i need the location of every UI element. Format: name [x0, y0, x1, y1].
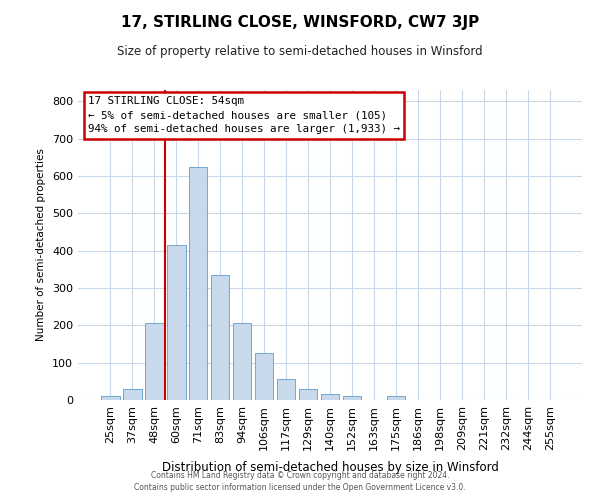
Bar [189, 166, 208, 400]
Bar [299, 389, 317, 400]
Bar [101, 396, 119, 400]
Text: Contains HM Land Registry data © Crown copyright and database right 2024.: Contains HM Land Registry data © Crown c… [151, 471, 449, 480]
Y-axis label: Number of semi-detached properties: Number of semi-detached properties [37, 148, 46, 342]
Text: 17, STIRLING CLOSE, WINSFORD, CW7 3JP: 17, STIRLING CLOSE, WINSFORD, CW7 3JP [121, 15, 479, 30]
Text: Size of property relative to semi-detached houses in Winsford: Size of property relative to semi-detach… [117, 45, 483, 58]
Bar [320, 394, 340, 400]
Bar [343, 396, 361, 400]
Bar [167, 245, 185, 400]
Bar [255, 354, 274, 400]
Bar [145, 324, 164, 400]
X-axis label: Distribution of semi-detached houses by size in Winsford: Distribution of semi-detached houses by … [161, 461, 499, 474]
Bar [277, 380, 295, 400]
Text: Contains public sector information licensed under the Open Government Licence v3: Contains public sector information licen… [134, 484, 466, 492]
Text: 17 STIRLING CLOSE: 54sqm
← 5% of semi-detached houses are smaller (105)
94% of s: 17 STIRLING CLOSE: 54sqm ← 5% of semi-de… [88, 96, 400, 134]
Bar [211, 275, 229, 400]
Bar [123, 389, 142, 400]
Bar [386, 396, 405, 400]
Bar [233, 324, 251, 400]
